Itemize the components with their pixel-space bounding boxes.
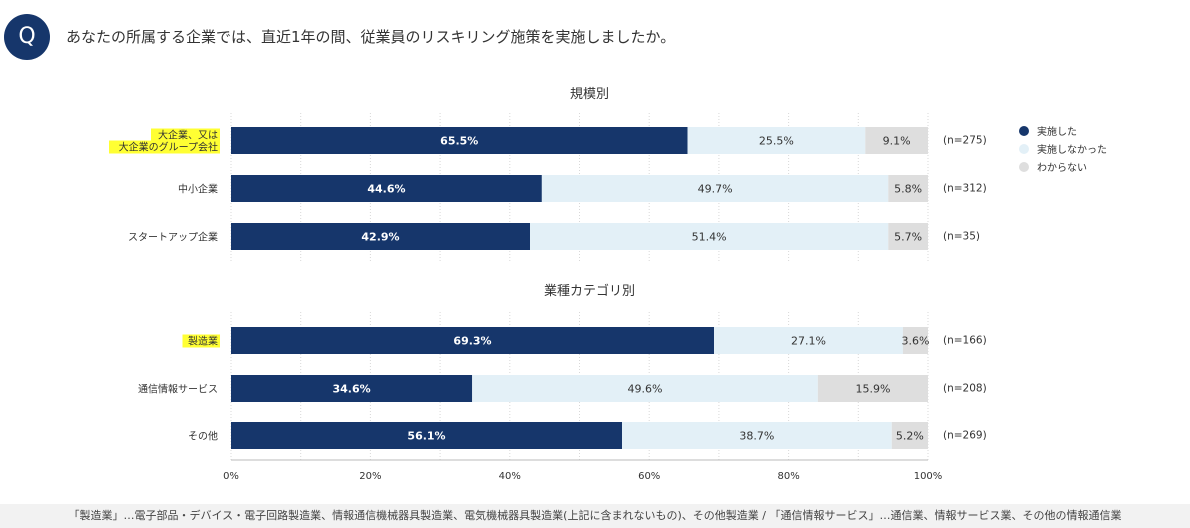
footnote: 「製造業」…電子部品・デバイス・電子回路製造業、情報通信機械器具製造業、電気機械… [0, 504, 1190, 528]
data-label: 69.3% [453, 335, 491, 348]
bar-segment-implemented [231, 422, 623, 449]
bar-segment-not_implemented [714, 327, 903, 354]
question-text: あなたの所属する企業では、直近1年の間、従業員のリスキリング施策を実施しましたか… [66, 28, 676, 46]
data-label: 15.9% [855, 383, 890, 396]
data-label: 49.6% [628, 383, 663, 396]
data-label: 3.6% [901, 335, 929, 348]
bar-segment-unknown [888, 223, 928, 250]
data-label: 51.4% [692, 231, 727, 244]
bar-segment-unknown [891, 422, 928, 449]
legend-swatch-unknown [1019, 162, 1029, 172]
bar-segment-unknown [865, 127, 928, 154]
data-label: 5.2% [896, 430, 924, 443]
bar-segment-unknown [888, 175, 928, 202]
data-label: 9.1% [883, 135, 911, 148]
data-label: 56.1% [407, 430, 445, 443]
n-label: (n=166) [943, 335, 987, 347]
category-label: 中小企業 [178, 183, 218, 196]
data-label: 5.8% [894, 183, 922, 196]
n-label: (n=269) [943, 430, 987, 442]
data-label: 42.9% [361, 231, 399, 244]
label-highlight [182, 334, 220, 348]
legend-swatch-not_implemented [1019, 144, 1029, 154]
n-label: (n=35) [943, 231, 980, 243]
data-label: 34.6% [332, 383, 370, 396]
bar-segment-implemented [231, 327, 715, 354]
bar-segment-not_implemented [472, 375, 818, 402]
bar-segment-not_implemented [622, 422, 892, 449]
bar-segment-not_implemented [541, 175, 889, 202]
x-tick-label: 80% [777, 471, 799, 482]
x-tick-label: 100% [914, 471, 943, 482]
legend-swatch-implemented [1019, 126, 1029, 136]
bar-segment-implemented [231, 375, 473, 402]
legend-label: わからない [1037, 162, 1087, 174]
legend-label: 実施しなかった [1037, 143, 1107, 156]
data-label: 5.7% [894, 231, 922, 244]
data-label: 65.5% [440, 135, 478, 148]
group-title: 規模別 [570, 87, 609, 102]
data-label: 27.1% [791, 335, 826, 348]
category-label: スタートアップ企業 [128, 231, 218, 244]
bar-segment-not_implemented [687, 127, 866, 154]
bar-segment-implemented [231, 127, 688, 154]
category-label: 通信情報サービス [138, 383, 218, 396]
x-tick-label: 20% [359, 471, 381, 482]
n-label: (n=312) [943, 183, 987, 195]
x-tick-label: 40% [499, 471, 521, 482]
label-highlight [109, 140, 220, 154]
n-label: (n=208) [943, 383, 987, 395]
category-label: 大企業のグループ会社 [119, 141, 218, 154]
question-badge: Q [4, 14, 50, 60]
group-title: 業種カテゴリ別 [544, 283, 635, 299]
category-label: 製造業 [188, 335, 218, 348]
n-label: (n=275) [943, 135, 987, 147]
category-label: その他 [188, 430, 218, 443]
legend-label: 実施した [1037, 125, 1077, 138]
data-label: 49.7% [698, 183, 733, 196]
data-label: 44.6% [367, 183, 405, 196]
bar-segment-unknown [902, 327, 928, 354]
label-highlight [151, 128, 220, 142]
data-label: 25.5% [759, 135, 794, 148]
x-tick-label: 60% [638, 471, 660, 482]
bar-segment-implemented [231, 223, 531, 250]
bar-segment-not_implemented [530, 223, 889, 250]
data-label: 38.7% [739, 430, 774, 443]
category-label: 大企業、又は [158, 129, 218, 142]
bar-segment-unknown [817, 375, 928, 402]
x-tick-label: 0% [223, 471, 239, 482]
bar-segment-implemented [231, 175, 542, 202]
